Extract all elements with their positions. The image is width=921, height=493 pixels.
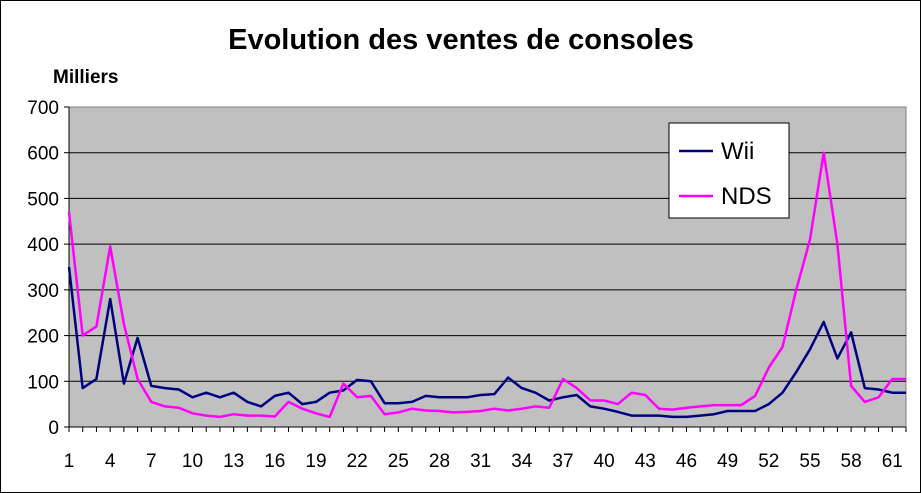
x-tick-label-16: 16 bbox=[264, 451, 285, 472]
x-tick-label-55: 55 bbox=[799, 451, 820, 472]
y-tick-label-0: 0 bbox=[48, 418, 59, 439]
legend-box bbox=[668, 122, 790, 219]
x-tick-label-19: 19 bbox=[305, 451, 326, 472]
x-tick-label-43: 43 bbox=[635, 451, 656, 472]
x-tick-label-4: 4 bbox=[105, 451, 116, 472]
chart-title: Evolution des ventes de consoles bbox=[228, 24, 694, 56]
x-tick-label-10: 10 bbox=[182, 451, 203, 472]
y-axis-unit-label: Milliers bbox=[53, 67, 118, 88]
x-tick-label-22: 22 bbox=[347, 451, 368, 472]
series-line-wii bbox=[67, 266, 906, 419]
x-tick-label-7: 7 bbox=[146, 451, 157, 472]
x-tick-label-34: 34 bbox=[511, 451, 533, 472]
legend-label-wii: Wii bbox=[721, 138, 754, 165]
y-tick-label-400: 400 bbox=[27, 235, 59, 256]
x-tick-label-37: 37 bbox=[552, 451, 573, 472]
y-tick-label-500: 500 bbox=[27, 189, 59, 210]
y-tick-label-300: 300 bbox=[27, 281, 59, 302]
y-tick-label-700: 700 bbox=[27, 98, 59, 119]
series-line-nds bbox=[67, 151, 906, 419]
x-tick-label-1: 1 bbox=[64, 451, 75, 472]
x-tick-label-46: 46 bbox=[676, 451, 697, 472]
x-tick-label-13: 13 bbox=[223, 451, 244, 472]
x-tick-label-31: 31 bbox=[470, 451, 491, 472]
x-axis: 1 4 7 10 13 16 19 22 25 28 31 34 37 40 43 46 49 52 55 58 61 bbox=[64, 426, 907, 472]
y-tick-label-200: 200 bbox=[27, 327, 59, 348]
x-tick-label-40: 40 bbox=[594, 451, 615, 472]
x-tick-label-52: 52 bbox=[758, 451, 779, 472]
series-lines bbox=[67, 151, 906, 419]
x-tick-label-58: 58 bbox=[841, 451, 862, 472]
x-tick-label-49: 49 bbox=[717, 451, 738, 472]
y-tick-label-600: 600 bbox=[27, 144, 59, 165]
x-tick-label-25: 25 bbox=[388, 451, 409, 472]
x-tick-label-61: 61 bbox=[882, 451, 903, 472]
y-axis: 0 100 200 300 400 500 600 700 bbox=[27, 98, 70, 439]
legend: Wii NDS bbox=[668, 122, 790, 219]
x-tick-label-28: 28 bbox=[429, 451, 450, 472]
legend-label-nds: NDS bbox=[721, 183, 772, 210]
y-tick-label-100: 100 bbox=[27, 372, 59, 393]
